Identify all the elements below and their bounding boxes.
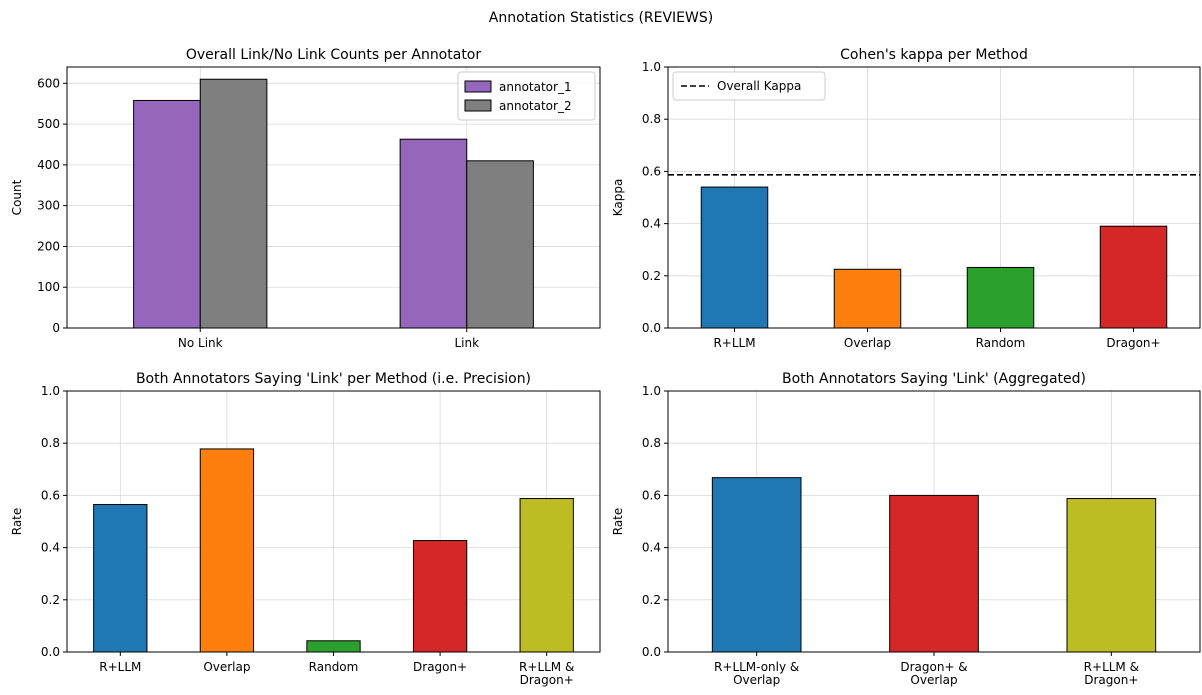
chart-panel-precision: 0.0 0.2 0.4 0.6 0.8 1.0 R+LLM Overlap Random Drag… (10, 371, 601, 687)
x-tick-label: Random (309, 660, 359, 674)
bar (306, 640, 361, 653)
y-tick-label: 1.0 (642, 384, 661, 398)
bar (966, 266, 1035, 329)
y-tick-label: 0.0 (642, 645, 661, 659)
bar (1099, 225, 1168, 329)
y-tick-label: 0.2 (41, 593, 60, 607)
y-tick-label: 0.2 (642, 269, 661, 283)
bar (711, 477, 802, 653)
x-tick-label: Dragon+ (520, 673, 574, 687)
legend-box (672, 71, 826, 101)
bar-annotator_2 (466, 160, 534, 329)
legend-label: Overall Kappa (717, 79, 801, 93)
bar (519, 498, 574, 653)
chart-title: Overall Link/No Link Counts per Annotato… (186, 47, 482, 63)
x-tick-label: No Link (178, 336, 223, 350)
y-tick-label: 0.6 (41, 488, 60, 502)
y-tick-label: 200 (37, 239, 60, 253)
y-tick-label: 0.8 (642, 112, 661, 126)
x-tick-label: R+LLM & (1084, 660, 1139, 674)
bar (889, 494, 979, 653)
bar (93, 504, 148, 653)
bar (412, 540, 468, 653)
bar (700, 186, 769, 329)
x-tick-label: R+LLM & (519, 660, 574, 674)
y-tick-label: 0.8 (642, 436, 661, 450)
chart-title: Both Annotators Saying 'Link' (Aggregate… (782, 371, 1086, 387)
y-axis-label: Count (10, 179, 24, 215)
y-tick-label: 0.8 (41, 436, 60, 450)
y-tick-label: 100 (37, 280, 60, 294)
bar (1066, 498, 1157, 653)
x-tick-label: R+LLM-only & (714, 660, 799, 674)
chart-panel-aggregated: 0.00.20.40.60.81.0R+LLM-only &OverlapDra… (611, 371, 1201, 687)
legend-swatch (464, 80, 492, 93)
y-tick-label: 300 (37, 199, 60, 213)
y-tick-label: 0.0 (642, 321, 661, 335)
legend-swatch (464, 99, 492, 112)
y-tick-label: 0.4 (642, 217, 661, 231)
x-tick-label: Dragon+ (1084, 673, 1138, 687)
y-tick-label: 1.0 (41, 384, 60, 398)
bar-annotator_1 (399, 138, 468, 329)
chart-title: Cohen's kappa per Method (840, 47, 1028, 63)
y-tick-label: 0.0 (41, 645, 60, 659)
y-tick-label: 0.6 (642, 488, 661, 502)
x-tick-label: Overlap (733, 673, 780, 687)
chart-title: Both Annotators Saying 'Link' per Method… (136, 371, 531, 387)
chart-panel-kappa: 0.0 0.2 0.4 0.6 0.8 1.0 R+LLM Overlap Random Drag… (611, 47, 1201, 350)
x-tick-label: Link (454, 336, 479, 350)
x-tick-label: R+LLM (99, 660, 141, 674)
y-tick-label: 0.4 (642, 541, 661, 555)
bar (199, 448, 255, 653)
legend-label: annotator_2 (499, 99, 572, 113)
x-tick-label: Overlap (844, 336, 891, 350)
x-tick-label: R+LLM (713, 336, 755, 350)
bar-annotator_1 (133, 99, 201, 329)
y-tick-label: 400 (37, 158, 60, 172)
legend-box (457, 71, 596, 121)
x-tick-label: Dragon+ & (900, 660, 967, 674)
x-tick-label: Dragon+ (413, 660, 467, 674)
bar (833, 268, 902, 329)
x-tick-label: Dragon+ (1106, 336, 1160, 350)
x-tick-label: Overlap (910, 673, 957, 687)
axes-frame (66, 66, 601, 329)
y-axis-label: Rate (611, 508, 625, 536)
y-tick-label: 0.2 (642, 593, 661, 607)
figure-suptitle: Annotation Statistics (REVIEWS) (489, 10, 713, 26)
bar-annotator_2 (199, 78, 268, 329)
x-tick-label: Random (976, 336, 1026, 350)
legend-label: annotator_1 (499, 80, 572, 94)
y-axis-label: Rate (10, 508, 24, 536)
axes-frame (667, 66, 1201, 329)
chart-panel-link-counts: 0 100 200 300 400 500 600 No Link Link Overall Li… (10, 47, 601, 350)
x-tick-label: Overlap (203, 660, 250, 674)
y-tick-label: 0 (52, 321, 60, 335)
y-tick-label: 0.4 (41, 541, 60, 555)
y-tick-label: 0.6 (642, 164, 661, 178)
y-tick-label: 500 (37, 117, 60, 131)
y-tick-label: 1.0 (642, 60, 661, 74)
y-axis-label: Kappa (611, 179, 625, 217)
y-tick-label: 600 (37, 76, 60, 90)
